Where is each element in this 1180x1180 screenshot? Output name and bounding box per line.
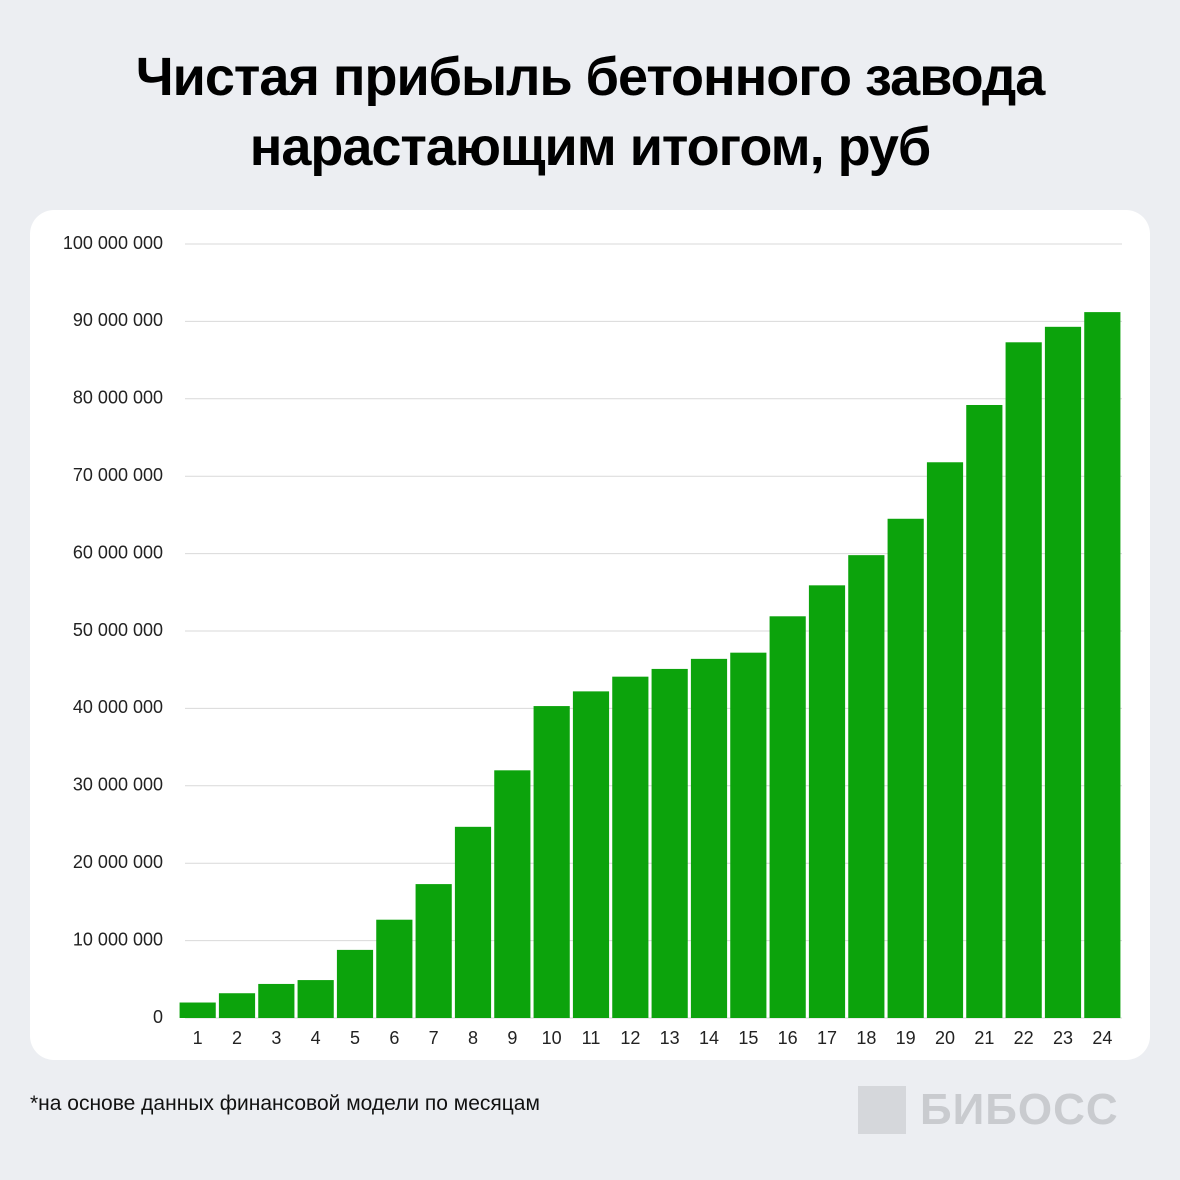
y-tick-label: 50 000 000 <box>73 620 163 640</box>
y-tick-label: 30 000 000 <box>73 775 163 795</box>
y-tick-label: 20 000 000 <box>73 852 163 872</box>
x-tick-label: 22 <box>1014 1028 1034 1048</box>
bar <box>533 706 570 1018</box>
x-tick-label: 15 <box>738 1028 758 1048</box>
bar <box>1084 312 1121 1018</box>
x-tick-label: 13 <box>660 1028 680 1048</box>
y-tick-label: 40 000 000 <box>73 697 163 717</box>
x-tick-label: 24 <box>1092 1028 1112 1048</box>
bar <box>1044 326 1082 1018</box>
y-tick-label: 90 000 000 <box>73 310 163 330</box>
bar <box>848 555 885 1018</box>
x-tick-label: 11 <box>582 1028 601 1048</box>
x-tick-label: 16 <box>778 1028 798 1048</box>
bar <box>730 652 767 1018</box>
x-tick-label: 3 <box>271 1028 281 1048</box>
logo: БИБОСС <box>858 1085 1119 1134</box>
bar <box>415 884 452 1018</box>
logo-text: БИБОСС <box>920 1085 1119 1134</box>
x-tick-label: 1 <box>193 1028 203 1048</box>
bar <box>258 983 295 1018</box>
x-tick-label: 10 <box>542 1028 562 1048</box>
bar <box>494 770 531 1018</box>
y-tick-label: 0 <box>153 1007 163 1027</box>
x-tick-label: 5 <box>350 1028 360 1048</box>
bar <box>376 919 413 1018</box>
bar <box>572 691 610 1018</box>
y-tick-label: 60 000 000 <box>73 542 163 562</box>
bar <box>454 826 492 1018</box>
x-tick-label: 19 <box>896 1028 916 1048</box>
x-tick-label: 9 <box>507 1028 517 1048</box>
x-tick-label: 23 <box>1053 1028 1073 1048</box>
x-tick-label: 21 <box>974 1028 994 1048</box>
chart-title: Чистая прибыль бетонного завода нарастаю… <box>135 47 1046 177</box>
x-tick-label: 8 <box>468 1028 478 1048</box>
footnote: *на основе данных финансовой модели по м… <box>30 1092 540 1115</box>
x-tick-label: 20 <box>935 1028 955 1048</box>
x-tick-label: 2 <box>232 1028 242 1048</box>
x-tick-label: 14 <box>699 1028 719 1048</box>
y-tick-label: 70 000 000 <box>73 465 163 485</box>
x-tick-label: 4 <box>311 1028 321 1048</box>
bar <box>808 585 846 1018</box>
y-tick-label: 80 000 000 <box>73 388 163 408</box>
x-tick-label: 12 <box>620 1028 640 1048</box>
bar <box>926 462 964 1018</box>
x-tick-label: 6 <box>389 1028 399 1048</box>
bar <box>297 980 334 1018</box>
bar <box>769 616 806 1018</box>
bar <box>612 676 649 1018</box>
x-tick-label: 7 <box>429 1028 439 1048</box>
bar <box>690 658 728 1018</box>
bar <box>1005 342 1042 1019</box>
y-tick-label: 10 000 000 <box>73 929 163 949</box>
bar <box>651 668 688 1018</box>
x-tick-label: 18 <box>856 1028 876 1048</box>
y-tick-label: 100 000 000 <box>63 233 163 253</box>
bar <box>218 993 256 1018</box>
x-tick-label: 17 <box>817 1028 837 1048</box>
bar <box>887 518 924 1018</box>
bar <box>966 404 1003 1018</box>
logo-icon <box>858 1086 906 1134</box>
bar <box>179 1002 216 1018</box>
bar <box>336 949 374 1018</box>
